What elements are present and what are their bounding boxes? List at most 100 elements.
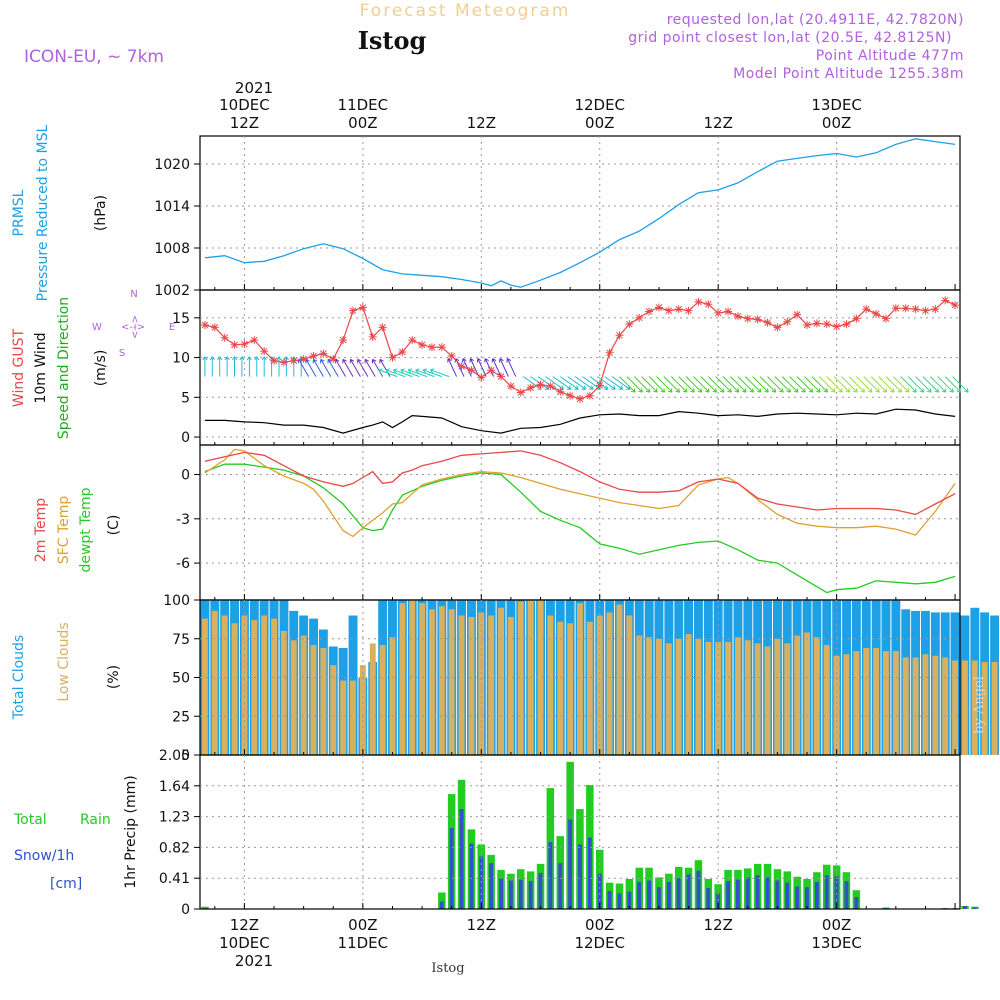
wind-arrow (462, 358, 472, 377)
point-altitude: Point Altitude 477m (816, 48, 964, 64)
clouds-label-unit: (%) (106, 665, 122, 689)
precip-ytick-label: 0.82 (159, 840, 190, 856)
gust-marker (516, 388, 525, 397)
top-day-label: 12DEC (574, 96, 625, 114)
wind-arrow (781, 376, 799, 393)
gust-marker (595, 381, 604, 390)
wind-arrow (217, 356, 223, 377)
compass-east: E (169, 322, 175, 333)
wind-arrow (589, 376, 609, 390)
bottom-hour-label: 00Z (348, 916, 377, 934)
clouds-ytick-label: 75 (172, 632, 190, 648)
low-cloud-bar (626, 615, 633, 755)
wind-arrow (261, 356, 267, 377)
top-hour-label: 12Z (467, 114, 496, 132)
low-cloud-bar (498, 607, 504, 756)
top-year-label: 2021 (235, 79, 273, 97)
gust-marker (348, 306, 357, 315)
precip-ytick-label: 0.41 (159, 871, 190, 887)
low-cloud-bar (764, 646, 771, 755)
low-cloud-bar (438, 606, 445, 755)
snow-bar (666, 882, 671, 909)
station-title: Istog (358, 26, 427, 55)
gust-marker (497, 372, 506, 381)
snow-bar (657, 887, 661, 909)
wind-arrow (863, 376, 880, 393)
gust-marker (852, 314, 861, 323)
low-cloud-bar (685, 634, 692, 755)
low-cloud-bar (221, 615, 228, 755)
precip-ytick-label: 0 (181, 902, 190, 918)
low-cloud-bar (458, 615, 465, 755)
precip-label-total: Total (13, 812, 47, 828)
gust-marker (319, 349, 328, 358)
wind-arrow (693, 376, 710, 393)
wind-arrow (393, 368, 413, 378)
gust-marker (546, 382, 555, 391)
low-cloud-bar (369, 643, 376, 755)
gust-marker (536, 380, 545, 389)
gust-marker (447, 351, 456, 360)
snow-bar (449, 827, 454, 909)
rain-bar (201, 906, 209, 909)
snow-bar (805, 887, 809, 909)
wind-arrow (320, 358, 332, 377)
low-cloud-bar (754, 643, 761, 755)
gust-markers (200, 296, 960, 403)
requested-coords: requested lon,lat (20.4911E, 42.7820N) (667, 12, 964, 28)
wind-arrow (796, 376, 814, 393)
bottom-year-label: 2021 (235, 952, 273, 970)
wind-arrow (848, 376, 865, 393)
gust-marker (625, 320, 634, 329)
wind-arrow (276, 356, 282, 377)
low-cloud-bar (557, 621, 564, 755)
snow-bar (765, 877, 770, 909)
snow-bar (755, 875, 760, 909)
gust-marker (783, 317, 792, 326)
temp-label-sfc: SFC Temp (56, 496, 72, 565)
snow-bar (597, 873, 602, 909)
wind10m-line (204, 408, 956, 434)
snow-bar (548, 842, 553, 909)
wind-arrow (209, 356, 215, 377)
gust-marker (358, 303, 367, 312)
wind-arrow (656, 376, 673, 393)
compass-arrow-h: <--> (121, 322, 145, 333)
temp-2m-line (204, 450, 956, 516)
low-cloud-bar (715, 641, 722, 755)
low-cloud-bar (813, 637, 820, 755)
gust-marker (240, 340, 249, 349)
gust-marker (891, 304, 900, 313)
gust-marker (881, 314, 890, 323)
wind-arrow (560, 376, 579, 390)
low-cloud-bar (507, 617, 514, 755)
model-altitude: Model Point Altitude 1255.38m (733, 66, 964, 82)
temp-grid (200, 445, 960, 600)
clouds-ytick-label: 0 (181, 748, 190, 764)
gust-marker (763, 318, 772, 327)
wind-arrow (804, 376, 821, 393)
gust-marker (664, 306, 673, 315)
low-cloud-bar (675, 638, 682, 756)
compass-rose: N <--> W <--> E S (92, 289, 175, 359)
wind-arrow (506, 358, 517, 377)
snow-bar (558, 863, 563, 909)
pressure-frame (199, 135, 961, 291)
wind-arrow (574, 376, 594, 390)
bottom-day-label: 13DEC (811, 934, 862, 952)
wind-arrow (811, 376, 828, 393)
snow-bar (568, 819, 573, 909)
gust-marker (279, 358, 288, 367)
wind-arrow (371, 358, 384, 377)
pressure-line (204, 138, 956, 288)
bottom-hour-label: 12Z (467, 916, 496, 934)
temperature-panel: -6 -3 0 2m Temp SFC Temp dewpt Temp (C) (33, 444, 961, 601)
wind-arrow (342, 358, 354, 377)
gust-marker (576, 394, 584, 403)
gust-marker (931, 305, 940, 314)
low-cloud-bar (359, 665, 366, 755)
gust-marker (674, 305, 683, 314)
precip-label-snow: Snow/1h (14, 848, 74, 864)
low-cloud-bar (912, 657, 919, 755)
